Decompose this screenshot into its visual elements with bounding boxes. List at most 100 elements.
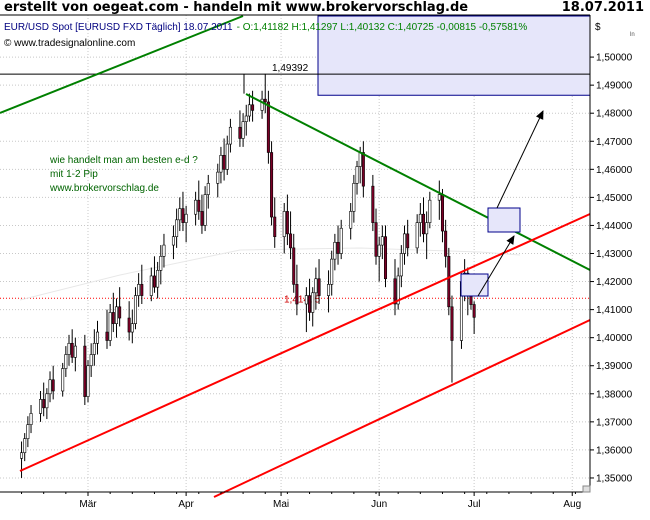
candle-body [425,222,429,235]
candle-body [263,98,267,103]
candle-body [20,452,24,459]
candle-body [292,247,296,285]
candle-body [352,183,356,212]
candle-body [440,194,444,232]
candle-body [355,166,359,184]
arrow-to-target [496,110,544,209]
candle-body [197,199,201,212]
candle-body [86,365,90,397]
candle-body [415,222,419,249]
candle-body [241,121,245,139]
y-tick-label: 1,37000 [596,417,633,428]
note-line-3: www.brokervorschlag.de [49,183,159,194]
candle-body [304,295,308,305]
page-title: erstellt von oegeat.com - handeln mit ww… [4,0,469,15]
candle-body [200,211,204,226]
candle-body [152,275,156,288]
candle-body [184,213,188,223]
candle-body [203,194,207,226]
overlay-back: 1,49392 1,41405 [0,15,591,305]
note-line-1: wie handelt man am besten e-d ? [49,155,198,166]
candle-body [149,275,153,296]
y-tick-label: 1,49000 [596,81,633,92]
unit-label: ln [630,32,635,38]
candle-body [39,399,43,414]
candle-body [23,438,27,454]
candle-body [89,354,93,367]
candle-body [450,306,454,341]
candle-body [105,331,109,341]
candle-body [206,183,210,195]
x-tick-label: Mär [79,499,97,510]
y-tick-label: 1,41000 [596,305,633,316]
candle-body [127,317,131,333]
y-tick-label: 1,42000 [596,277,633,288]
candle-body [194,199,198,215]
candle-body [314,278,318,294]
candle-body [384,236,388,280]
trend-line-red-1 [19,213,591,472]
y-tick-label: 1,36000 [596,445,633,456]
candle-body [406,233,410,249]
candle-body [270,152,274,218]
candle-body [273,216,277,237]
current-box [460,273,489,297]
candle-body [247,104,251,117]
candle-body [285,211,289,235]
y-tick-label: 1,40000 [596,333,633,344]
candle-body [114,306,118,324]
background-trend [19,247,521,301]
candle-body [393,278,397,305]
arrow-to-breakout [477,235,515,297]
candle-body [251,104,255,111]
scroll-handle [582,485,591,493]
x-tick-label: Apr [178,499,194,510]
x-tick-label: Jul [468,499,481,510]
candle-body [238,126,242,139]
currency-symbol: $ [595,22,601,33]
candle-body [358,152,362,167]
x-tick-label: Jun [371,499,387,510]
resistance-label: 1,49392 [272,63,309,74]
source-label: © www.tradesignalonline.com [4,38,135,49]
candle-body [95,331,99,344]
axes: 1,35000 1,36000 1,37000 1,38000 1,39000 1,400… [0,14,633,510]
candle-body [29,413,33,425]
instrument-name: EUR/USD Spot [EURUSD FXD Täglich] 18.07.… [4,22,233,33]
candle-body [48,379,52,395]
candle-body [162,244,166,257]
candle-body [311,292,315,313]
candle-body [266,101,270,153]
candle-body [444,230,448,257]
candle-body [282,211,286,237]
candle-body [61,368,65,392]
candle-body [421,213,425,235]
candle-body [428,199,432,223]
candle-body [377,244,381,257]
x-tick-label: Aug [563,499,581,510]
candle-body [295,284,299,305]
trend-line-red-2 [213,319,591,498]
candle-body [45,393,49,409]
candle-body [399,253,403,277]
candle-body [70,342,74,358]
y-tick-label: 1,46000 [596,165,633,176]
candle-body [216,171,220,184]
candle-body [228,126,232,145]
candle-body [349,211,353,229]
candle-body [447,256,451,308]
candle-body [317,278,321,296]
y-tick-label: 1,50000 [596,53,633,64]
y-tick-label: 1,48000 [596,109,633,120]
y-tick-label: 1,43000 [596,249,633,260]
candle-body [83,345,87,397]
instrument-label: EUR/USD Spot [EURUSD FXD Täglich] 18.07.… [4,22,527,33]
y-tick-label: 1,35000 [596,473,633,484]
candle-body [181,208,185,223]
x-tick-label: Mai [273,499,289,510]
candle-body [308,295,312,313]
candle-body [64,354,68,369]
candle-body [374,222,378,257]
